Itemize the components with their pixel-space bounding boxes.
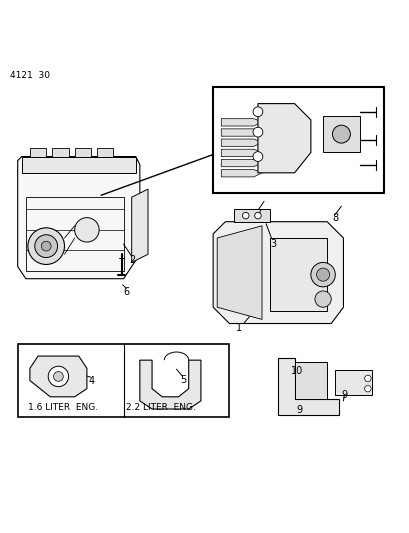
Circle shape — [254, 212, 261, 219]
Circle shape — [314, 291, 330, 307]
Text: 9: 9 — [341, 390, 347, 400]
Text: 2: 2 — [129, 255, 135, 265]
Text: 3: 3 — [270, 239, 276, 249]
Polygon shape — [221, 159, 261, 167]
Bar — [30, 148, 46, 159]
Bar — [322, 116, 359, 152]
Circle shape — [252, 127, 262, 137]
Bar — [74, 148, 91, 159]
Bar — [97, 148, 113, 159]
Polygon shape — [233, 209, 270, 222]
Circle shape — [364, 375, 370, 382]
Polygon shape — [257, 103, 310, 173]
Text: 6: 6 — [123, 287, 129, 297]
Bar — [22, 157, 135, 173]
Polygon shape — [221, 169, 261, 177]
Circle shape — [28, 228, 64, 264]
Circle shape — [252, 152, 262, 161]
Polygon shape — [221, 149, 261, 157]
Bar — [213, 87, 383, 193]
Polygon shape — [278, 358, 339, 415]
Polygon shape — [221, 129, 261, 136]
Circle shape — [48, 366, 68, 386]
Circle shape — [316, 268, 329, 281]
Bar — [294, 362, 326, 399]
Polygon shape — [213, 222, 343, 324]
Text: 5: 5 — [180, 375, 187, 385]
Circle shape — [41, 241, 51, 251]
Text: 4121  30: 4121 30 — [9, 70, 49, 79]
Text: 8: 8 — [332, 213, 338, 223]
Circle shape — [252, 107, 262, 117]
Polygon shape — [30, 356, 87, 397]
Polygon shape — [217, 226, 261, 319]
Text: 2.2 LITER  ENG.: 2.2 LITER ENG. — [125, 403, 195, 413]
Text: 9: 9 — [296, 405, 302, 415]
Polygon shape — [139, 360, 200, 409]
Bar — [270, 238, 326, 311]
Circle shape — [35, 235, 57, 257]
Bar — [335, 370, 371, 395]
Bar — [18, 344, 229, 417]
Bar — [26, 197, 123, 271]
Circle shape — [332, 125, 350, 143]
Circle shape — [54, 372, 63, 381]
Text: 10: 10 — [290, 366, 302, 376]
Circle shape — [242, 212, 248, 219]
Circle shape — [310, 262, 335, 287]
Text: 1.6 LITER  ENG.: 1.6 LITER ENG. — [28, 403, 98, 413]
Text: 4: 4 — [89, 376, 95, 385]
Polygon shape — [221, 139, 261, 147]
Text: 7: 7 — [254, 208, 261, 219]
Circle shape — [364, 385, 370, 392]
Polygon shape — [221, 119, 261, 126]
Circle shape — [74, 217, 99, 242]
Polygon shape — [131, 189, 148, 262]
Bar — [52, 148, 68, 159]
Text: 1: 1 — [235, 322, 241, 333]
Polygon shape — [18, 157, 139, 279]
